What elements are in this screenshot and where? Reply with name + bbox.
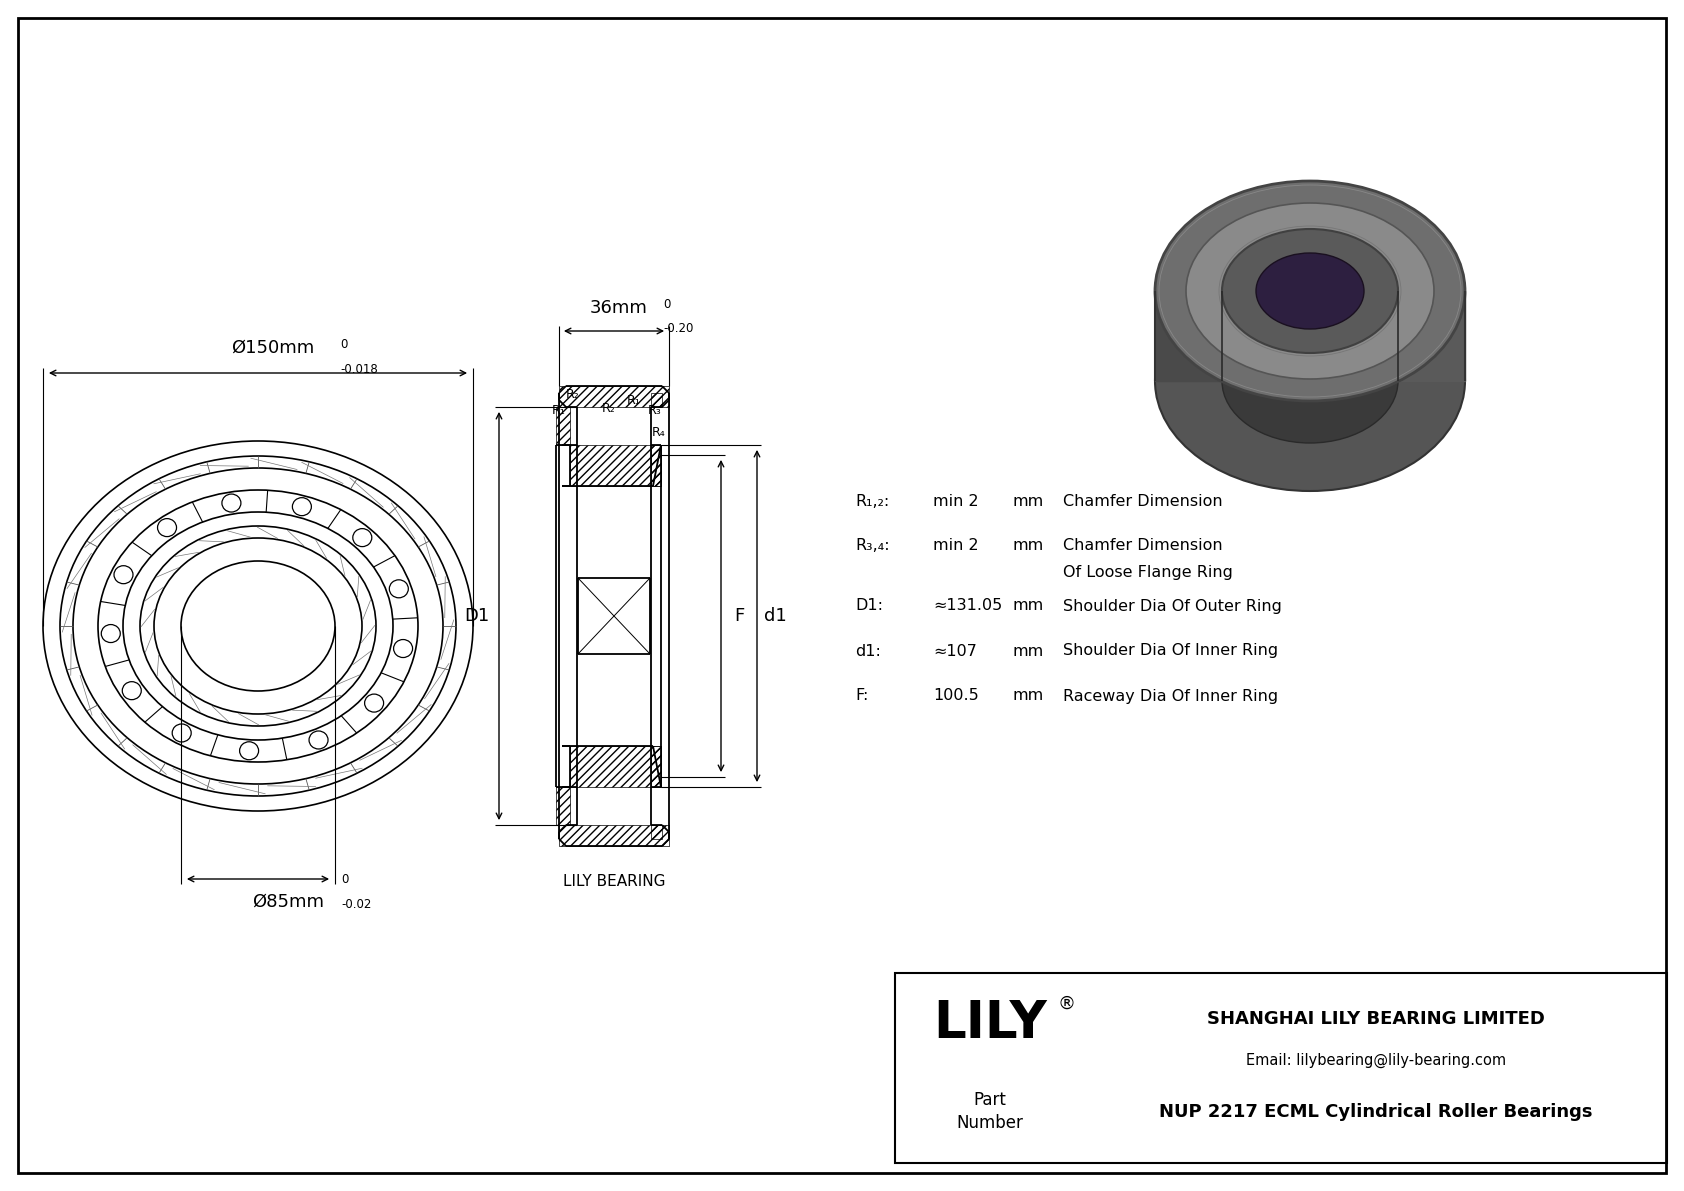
- Text: Email: lilybearing@lily-bearing.com: Email: lilybearing@lily-bearing.com: [1246, 1053, 1505, 1068]
- Text: 0: 0: [340, 338, 347, 351]
- Bar: [559, 386, 669, 407]
- Ellipse shape: [1223, 319, 1398, 443]
- Text: Of Loose Flange Ring: Of Loose Flange Ring: [1063, 565, 1233, 580]
- Text: Shoulder Dia Of Inner Ring: Shoulder Dia Of Inner Ring: [1063, 643, 1278, 659]
- Text: ®: ®: [1058, 994, 1076, 1012]
- Text: min 2: min 2: [933, 538, 978, 554]
- Text: 100.5: 100.5: [933, 688, 978, 704]
- Bar: [652, 393, 662, 407]
- Bar: [559, 825, 669, 846]
- Text: D1:: D1:: [855, 599, 882, 613]
- Text: R₂: R₂: [566, 388, 579, 401]
- Text: mm: mm: [1014, 493, 1044, 509]
- Text: SHANGHAI LILY BEARING LIMITED: SHANGHAI LILY BEARING LIMITED: [1207, 1010, 1544, 1028]
- Ellipse shape: [1186, 202, 1435, 379]
- Bar: [652, 746, 662, 787]
- Polygon shape: [1398, 291, 1465, 381]
- Ellipse shape: [1155, 272, 1465, 491]
- Bar: [894, 973, 1667, 1162]
- Text: R₁: R₁: [552, 405, 566, 418]
- Bar: [556, 407, 569, 445]
- Text: R₃: R₃: [648, 405, 662, 418]
- Text: ≈131.05: ≈131.05: [933, 599, 1002, 613]
- Bar: [556, 787, 569, 825]
- Bar: [569, 746, 662, 787]
- Text: -0.20: -0.20: [663, 322, 694, 335]
- Text: -0.018: -0.018: [340, 363, 377, 376]
- Text: Chamfer Dimension: Chamfer Dimension: [1063, 493, 1223, 509]
- Text: 0: 0: [340, 873, 349, 886]
- Text: ≈107: ≈107: [933, 643, 977, 659]
- Text: -0.02: -0.02: [340, 898, 372, 911]
- Text: mm: mm: [1014, 538, 1044, 554]
- Text: R₃,₄:: R₃,₄:: [855, 538, 889, 554]
- Text: Chamfer Dimension: Chamfer Dimension: [1063, 538, 1223, 554]
- Ellipse shape: [1223, 229, 1398, 353]
- Text: R₁,₂:: R₁,₂:: [855, 493, 889, 509]
- Text: Part
Number: Part Number: [957, 1091, 1024, 1133]
- Text: LILY BEARING: LILY BEARING: [562, 874, 665, 888]
- Text: d1:: d1:: [855, 643, 881, 659]
- Ellipse shape: [1155, 181, 1465, 401]
- Text: 0: 0: [663, 298, 670, 311]
- Polygon shape: [1155, 291, 1223, 381]
- Text: Shoulder Dia Of Outer Ring: Shoulder Dia Of Outer Ring: [1063, 599, 1282, 613]
- Text: F:: F:: [855, 688, 869, 704]
- Text: F: F: [734, 607, 744, 625]
- Ellipse shape: [1256, 252, 1364, 329]
- Bar: [569, 445, 662, 486]
- Polygon shape: [1155, 291, 1465, 401]
- Text: D1: D1: [465, 607, 490, 625]
- Text: d1: d1: [763, 607, 786, 625]
- Bar: [652, 825, 662, 838]
- Text: Ø150mm: Ø150mm: [231, 339, 315, 357]
- Text: R₄: R₄: [652, 426, 665, 439]
- Bar: [652, 445, 662, 486]
- Text: NUP 2217 ECML Cylindrical Roller Bearings: NUP 2217 ECML Cylindrical Roller Bearing…: [1159, 1103, 1593, 1121]
- Text: mm: mm: [1014, 688, 1044, 704]
- Text: Raceway Dia Of Inner Ring: Raceway Dia Of Inner Ring: [1063, 688, 1278, 704]
- Text: Ø85mm: Ø85mm: [253, 893, 323, 911]
- Text: LILY: LILY: [933, 999, 1047, 1049]
- Polygon shape: [1223, 291, 1398, 381]
- Text: mm: mm: [1014, 599, 1044, 613]
- Text: 36mm: 36mm: [589, 299, 648, 317]
- Text: min 2: min 2: [933, 493, 978, 509]
- Text: R₁: R₁: [626, 393, 642, 406]
- Text: R₂: R₂: [603, 401, 616, 414]
- Text: mm: mm: [1014, 643, 1044, 659]
